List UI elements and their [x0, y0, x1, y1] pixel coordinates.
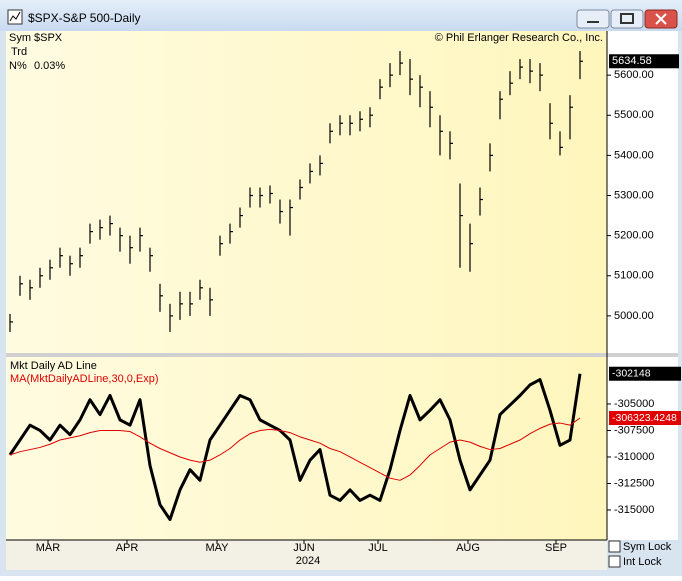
price-axis — [607, 31, 678, 353]
y-tick-label: -307500 — [614, 424, 654, 436]
y-tick-label: -312500 — [614, 477, 654, 489]
copyright: © Phil Erlanger Research Co., Inc. — [435, 32, 603, 44]
x-tick-label: MAR — [36, 542, 61, 554]
y-tick-label: 5200.00 — [614, 230, 654, 242]
last-price-label: 5634.58 — [612, 55, 652, 67]
last-value-box — [609, 366, 681, 381]
last-value-label: -302148 — [612, 368, 651, 380]
change-label: N% — [9, 60, 27, 72]
x-tick-label: JUN — [293, 542, 314, 554]
maximize-glyph — [620, 13, 634, 24]
date-axis — [6, 540, 607, 570]
y-tick-label: 5600.00 — [614, 69, 654, 81]
panel-divider — [6, 353, 678, 357]
close-glyph — [655, 13, 667, 25]
y-tick-label: -310000 — [614, 451, 654, 463]
x-tick-label: SEP — [545, 542, 567, 554]
series-line — [9, 417, 581, 481]
symbol: $SPX — [34, 32, 63, 44]
y-tick-label: 5300.00 — [614, 189, 654, 201]
window-title: $SPX-S&P 500-Daily — [28, 11, 141, 25]
symbol-box — [6, 31, 62, 73]
indicator-axis — [607, 357, 678, 540]
last-value-label: -306323.4248 — [612, 412, 677, 424]
change: 0.03% — [34, 60, 65, 72]
app-icon-glyph — [9, 11, 21, 22]
y-tick-label: 5000.00 — [614, 310, 654, 322]
last-price-box — [609, 54, 679, 69]
int-lock-label: Int Lock — [623, 556, 662, 568]
maximize-button[interactable] — [610, 9, 644, 29]
legend-entry: Mkt Daily AD Line — [10, 360, 97, 372]
y-tick-label: 5100.00 — [614, 270, 654, 282]
series-line — [8, 373, 582, 522]
sym-lock-checkbox[interactable] — [608, 540, 621, 553]
legend-entry: MA(MktDailyADLine,30,0,Exp) — [10, 373, 159, 385]
trend-label: Trd — [11, 46, 27, 58]
title-bar — [0, 0, 682, 31]
symbol-label: Sym — [9, 32, 31, 44]
minimize-button[interactable] — [576, 9, 610, 29]
y-tick-label: 5500.00 — [614, 109, 654, 121]
last-value-box — [609, 411, 681, 426]
x-tick-label: JUL — [368, 542, 388, 554]
price-panel — [6, 31, 607, 353]
y-tick-label: -305000 — [614, 398, 654, 410]
x-tick-label: MAY — [205, 542, 229, 554]
x-tick-label: AUG — [456, 542, 480, 554]
sym-lock-label: Sym Lock — [623, 541, 672, 553]
indicator-panel — [6, 357, 607, 540]
x-tick-label: APR — [116, 542, 139, 554]
app-icon — [7, 9, 23, 25]
year-label: 2024 — [296, 555, 320, 567]
y-tick-label: 5400.00 — [614, 149, 654, 161]
y-tick-label: -315000 — [614, 504, 654, 516]
int-lock-checkbox[interactable] — [608, 555, 621, 568]
